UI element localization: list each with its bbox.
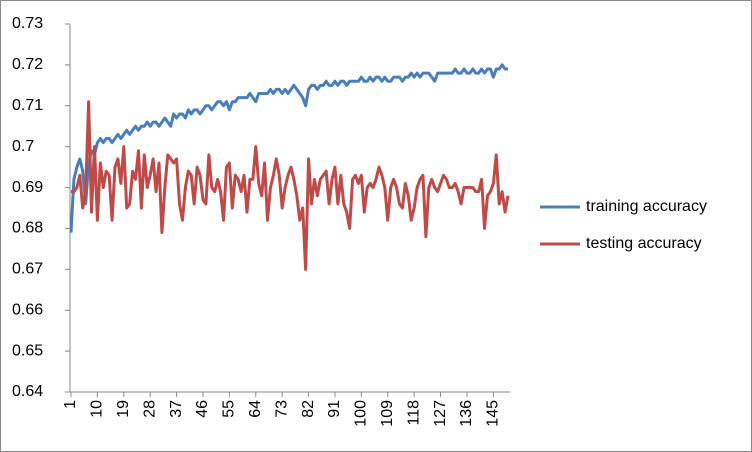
series-line: [71, 100, 510, 271]
x-tick-label: 127: [432, 400, 449, 427]
x-tick-label: 118: [405, 400, 422, 426]
y-tick-label: 0.7: [12, 138, 34, 155]
x-tick-label: 109: [379, 400, 396, 427]
y-tick-label: 0.72: [12, 56, 43, 73]
x-tick-label: 145: [485, 400, 502, 427]
x-tick-label: 37: [168, 400, 185, 418]
y-tick-label: 0.67: [12, 261, 43, 278]
x-tick-label: 82: [300, 400, 317, 418]
y-tick-label: 0.66: [12, 301, 43, 318]
x-tick-label: 1: [62, 400, 79, 409]
y-tick-label: 0.64: [12, 383, 43, 400]
x-tick-label: 100: [353, 400, 370, 427]
x-tick-label: 64: [247, 400, 264, 418]
y-tick-label: 0.65: [12, 342, 43, 359]
x-tick-label: 19: [115, 400, 132, 418]
series-line: [69, 63, 508, 233]
y-tick-label: 0.73: [12, 15, 43, 32]
x-tick-label: 73: [273, 400, 290, 418]
x-tick-label: 91: [326, 400, 343, 418]
y-tick-label: 0.69: [12, 179, 43, 196]
x-tick-label: 28: [141, 400, 158, 418]
y-tick-label: 0.68: [12, 220, 43, 237]
legend-label: training accuracy: [586, 198, 707, 215]
x-tick-label: 46: [194, 400, 211, 418]
legend-label: testing accuracy: [586, 235, 702, 252]
x-tick-label: 10: [89, 400, 106, 418]
x-tick-label: 136: [458, 400, 475, 427]
y-tick-label: 0.71: [12, 97, 43, 114]
x-tick-label: 55: [221, 400, 238, 418]
